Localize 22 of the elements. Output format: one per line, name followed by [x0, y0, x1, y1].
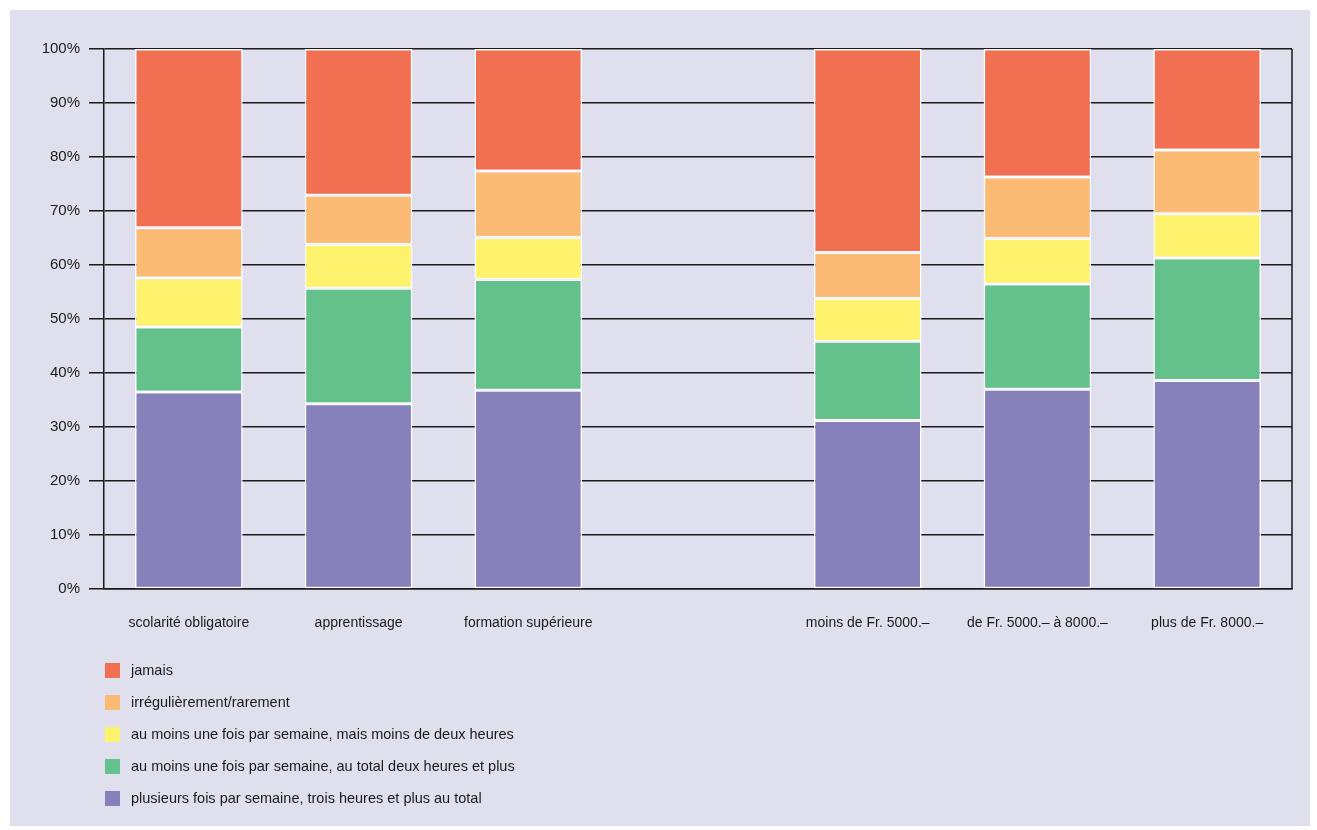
y-tick-label: 0%: [58, 579, 80, 597]
y-tick-label: 50%: [49, 309, 80, 327]
x-tick-label: de Fr. 5000.– à 8000.–: [966, 614, 1109, 631]
legend-label: au moins une fois par semaine, mais moins de deux heures: [131, 726, 514, 742]
x-tick-label: apprentissage: [314, 614, 403, 631]
y-tick-label: 80%: [49, 147, 80, 165]
y-tick-label: 30%: [49, 417, 80, 435]
legend-label: plusieurs fois par semaine, trois heures et plus au total: [131, 790, 482, 806]
y-tick-label: 20%: [49, 471, 80, 489]
y-tick-label: 10%: [49, 525, 80, 543]
x-tick-label: plus de Fr. 8000.–: [1151, 614, 1264, 631]
x-tick-label: moins de Fr. 5000.–: [805, 614, 930, 631]
y-tick-label: 60%: [49, 255, 80, 273]
x-tick-label: formation supérieure: [464, 614, 593, 631]
x-tick-label: scolarité obligatoire: [128, 614, 250, 631]
legend-label: jamais: [131, 662, 173, 678]
legend-label: au moins une fois par semaine, au total deux heures et plus: [131, 758, 515, 774]
y-tick-label: 100%: [41, 39, 80, 57]
y-tick-label: 70%: [49, 201, 80, 219]
legend-label: irrégulièrement/rarement: [131, 694, 290, 710]
y-tick-label: 90%: [49, 93, 80, 111]
y-tick-label: 40%: [49, 363, 80, 381]
